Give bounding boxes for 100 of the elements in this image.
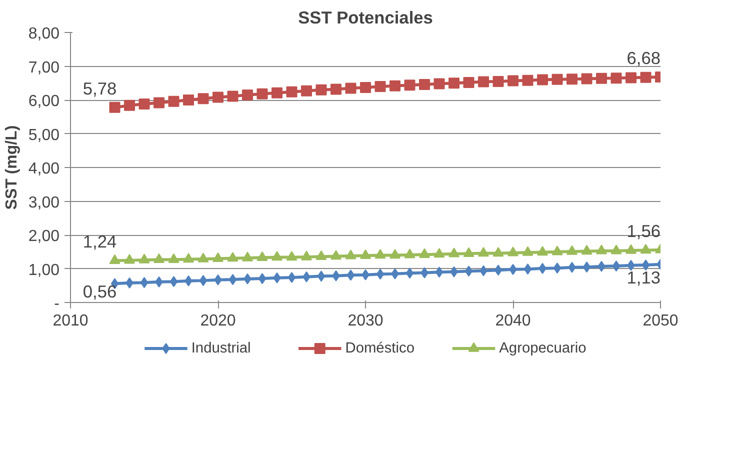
point — [138, 98, 150, 110]
point — [374, 81, 386, 92]
point — [508, 75, 518, 86]
point — [258, 273, 266, 284]
data-label: 1,24 — [82, 232, 117, 252]
point — [524, 264, 532, 275]
point — [124, 254, 135, 264]
y-tick-label: 2,00 — [28, 228, 60, 245]
point — [256, 88, 268, 100]
point — [582, 262, 591, 273]
point — [345, 250, 356, 260]
point — [227, 252, 238, 262]
point — [552, 74, 563, 85]
x-tick-label: 2030 — [348, 312, 384, 330]
point — [199, 275, 208, 286]
point — [406, 268, 414, 279]
y-axis-title: SST (mg/L) — [3, 125, 20, 210]
point — [537, 246, 548, 256]
point — [492, 246, 504, 257]
point — [640, 244, 652, 254]
y-tick-label: - — [54, 296, 60, 312]
point — [640, 72, 652, 83]
x-tick-label: 2050 — [642, 312, 678, 330]
point — [317, 270, 326, 282]
point — [404, 80, 416, 91]
data-label: 5,78 — [82, 78, 117, 98]
data-label: 1,13 — [626, 267, 661, 288]
x-tick-label: 2010 — [52, 312, 88, 330]
point — [168, 253, 180, 264]
point — [435, 266, 444, 278]
point — [286, 86, 298, 98]
point — [256, 251, 268, 261]
point — [345, 82, 356, 94]
point — [522, 246, 534, 256]
point — [642, 260, 650, 271]
y-tick-label: 4,00 — [28, 160, 60, 178]
legend-label: Industrial — [191, 340, 251, 356]
point — [109, 102, 120, 113]
point — [346, 270, 355, 281]
point — [140, 277, 148, 288]
point — [360, 249, 371, 259]
point — [522, 74, 534, 86]
point — [581, 73, 592, 84]
legend-label: Agropecuario — [499, 340, 586, 356]
point — [301, 85, 312, 96]
point — [448, 248, 460, 258]
point — [316, 84, 327, 96]
point — [508, 246, 518, 256]
point — [404, 248, 416, 258]
point — [434, 248, 445, 258]
point — [552, 246, 563, 256]
point — [272, 87, 282, 98]
point — [626, 72, 636, 84]
y-tick-label: 8,00 — [28, 26, 60, 42]
point — [610, 72, 622, 84]
point — [537, 74, 548, 86]
point — [183, 253, 194, 263]
point — [124, 100, 135, 111]
point — [242, 89, 253, 100]
point — [360, 82, 371, 94]
point — [330, 84, 342, 95]
point — [419, 248, 430, 258]
point — [626, 244, 636, 254]
point — [154, 97, 164, 108]
point — [478, 246, 489, 257]
point — [596, 72, 607, 84]
point — [612, 260, 620, 272]
point — [463, 76, 474, 88]
point — [170, 276, 178, 288]
point — [390, 80, 400, 92]
point — [494, 264, 502, 276]
point — [610, 244, 622, 254]
y-tick-label: 7,00 — [28, 59, 60, 76]
point — [330, 250, 342, 260]
point — [478, 76, 489, 88]
point — [419, 78, 430, 90]
point — [168, 96, 180, 107]
point — [301, 250, 312, 260]
point — [566, 74, 578, 85]
point — [212, 92, 224, 103]
point — [390, 248, 400, 259]
point — [228, 274, 237, 286]
point — [596, 244, 607, 254]
point — [227, 90, 238, 102]
point — [286, 251, 298, 261]
point — [183, 94, 194, 106]
point — [448, 78, 460, 89]
y-tick-label: 1,00 — [28, 262, 60, 279]
y-tick-label: 6,00 — [28, 93, 60, 110]
data-label: 0,56 — [82, 282, 117, 302]
point — [376, 268, 384, 280]
point — [464, 266, 473, 277]
data-label: 6,68 — [626, 48, 661, 68]
point — [566, 245, 578, 255]
point — [374, 248, 386, 259]
point — [109, 254, 120, 264]
point — [316, 250, 327, 260]
point — [581, 244, 592, 255]
point — [288, 272, 296, 284]
point — [138, 254, 150, 264]
